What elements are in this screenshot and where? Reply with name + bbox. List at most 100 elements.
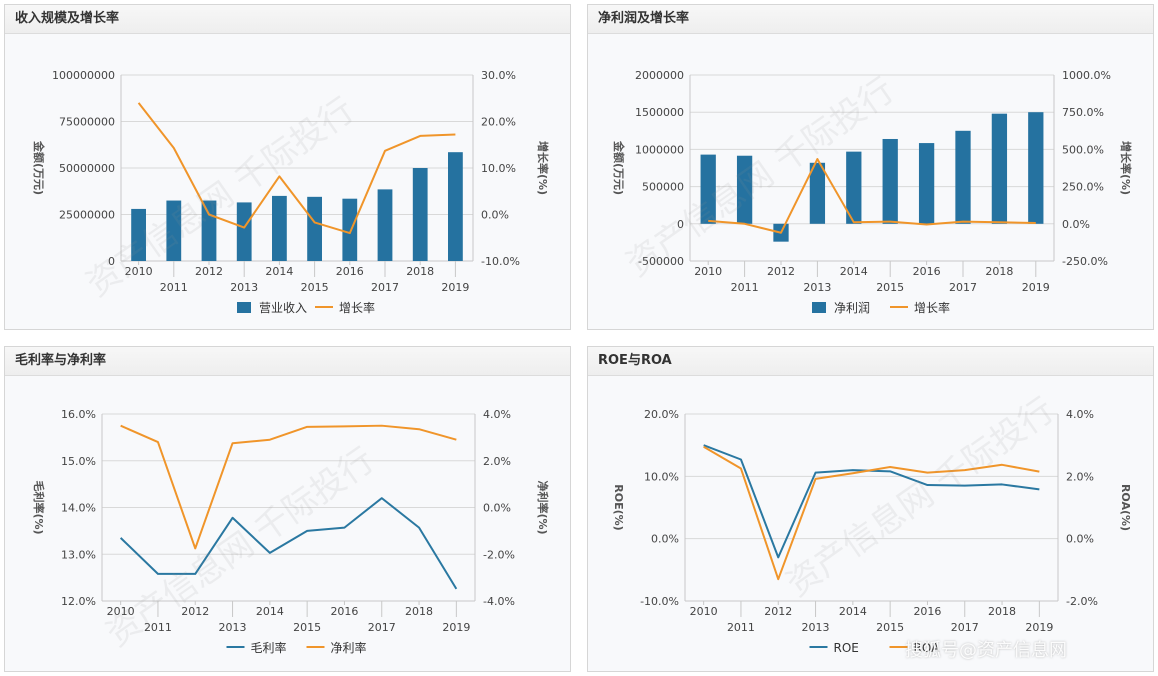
x-tick-label: 2018 <box>988 605 1016 618</box>
bar <box>166 200 182 261</box>
x-tick-label: 2010 <box>690 605 718 618</box>
y-tick-label: 1500000 <box>635 106 684 119</box>
legend-label: 增长率 <box>339 300 375 315</box>
y-tick-label: 75000000 <box>59 116 115 129</box>
y-tick-label: 12.0% <box>61 595 96 608</box>
x-tick-label: 2012 <box>764 605 792 618</box>
y-tick-label: 500000 <box>642 181 684 194</box>
y-tick-label: 16.0% <box>61 408 96 421</box>
bar <box>377 189 393 261</box>
y-tick-label: 14.0% <box>61 502 96 515</box>
x-tick-label: 2011 <box>144 621 172 634</box>
panel-revenue: 收入规模及增长率 0 25000000 50000000 75000000 100000… <box>4 4 571 330</box>
x-tick-label: 2015 <box>301 281 329 294</box>
y-tick-label: 25000000 <box>59 209 115 222</box>
y2-tick-label: -2.0% <box>483 548 515 561</box>
x-tick-label: 2013 <box>219 621 247 634</box>
legend-label: ROA <box>914 641 941 655</box>
bar <box>991 113 1008 224</box>
bar <box>882 138 898 224</box>
panel-net-profit: 净利润及增长率 -500000 0 500000 1000000 1500000 2000… <box>587 4 1154 330</box>
x-tick-label: 2014 <box>256 605 284 618</box>
x-tick-label: 2016 <box>336 265 364 278</box>
watermark-footer: 搜狐号@资产信息网 <box>905 640 1067 661</box>
x-tick-label: 2018 <box>985 265 1013 278</box>
bar <box>809 162 826 224</box>
y-axis-title: 金额(万元) <box>32 140 46 195</box>
legend-swatch <box>812 302 826 313</box>
x-tick-label: 2012 <box>181 605 209 618</box>
x-tick-label: 2012 <box>767 265 795 278</box>
x-tick-label: 2014 <box>265 265 293 278</box>
x-tick-label: 2019 <box>441 281 469 294</box>
x-tick-label: 2010 <box>694 265 722 278</box>
y2-axis-title: 净利率(%) <box>536 480 550 534</box>
revenue-chart: 0 25000000 50000000 75000000 100000000 -10.0%… <box>32 69 550 315</box>
bar <box>846 151 862 224</box>
y2-tick-label: -250.0% <box>1062 255 1108 268</box>
legend-swatch <box>237 302 251 313</box>
bar <box>342 198 358 261</box>
x-tick-label: 2013 <box>802 621 830 634</box>
y-tick-label: -500000 <box>638 255 684 268</box>
y2-axis-title: 增长率(%) <box>536 141 550 195</box>
x-tick-label: 2015 <box>876 281 904 294</box>
y2-axis-title: 增长率(%) <box>1119 141 1133 195</box>
y-tick-label: 50000000 <box>59 162 115 175</box>
bar <box>955 130 971 224</box>
x-tick-label: 2015 <box>293 621 321 634</box>
bar <box>236 202 252 261</box>
x-tick-label: 2011 <box>727 621 755 634</box>
x-tick-label: 2016 <box>913 605 941 618</box>
panel-title: ROE与ROA <box>588 347 1153 376</box>
y-axis-title: ROE(%) <box>612 484 625 530</box>
x-tick-label: 2010 <box>107 605 135 618</box>
y-axis-title: 毛利率(%) <box>32 480 46 534</box>
y-tick-label: 15.0% <box>61 455 96 468</box>
y2-tick-label: 2.0% <box>483 455 511 468</box>
bar <box>201 200 217 261</box>
x-tick-label: 2019 <box>442 621 470 634</box>
y-tick-label: -10.0% <box>640 595 679 608</box>
bar <box>1028 112 1044 224</box>
bar <box>700 154 716 224</box>
x-tick-label: 2010 <box>125 265 153 278</box>
y2-tick-label: 1000.0% <box>1062 69 1111 82</box>
x-tick-label: 2012 <box>195 265 223 278</box>
y-tick-label: 0 <box>677 218 684 231</box>
y2-tick-label: 250.0% <box>1062 181 1104 194</box>
y2-tick-label: 30.0% <box>481 69 516 82</box>
bar <box>131 208 146 261</box>
x-tick-label: 2017 <box>368 621 396 634</box>
panel-margins: 毛利率与净利率 12.0% 13.0% 14.0% 15.0% 16.0% -4.0% -2… <box>4 346 571 672</box>
x-tick-label: 2018 <box>405 605 433 618</box>
x-tick-label: 2014 <box>840 265 868 278</box>
y-axis-title: 金额(万元) <box>612 140 626 195</box>
x-tick-label: 2017 <box>949 281 977 294</box>
x-tick-label: 2017 <box>951 621 979 634</box>
series-line <box>120 424 457 550</box>
y-tick-label: 2000000 <box>635 69 684 82</box>
x-tick-label: 2014 <box>839 605 867 618</box>
bar <box>448 152 463 261</box>
x-tick-label: 2016 <box>330 605 358 618</box>
series-line <box>703 444 1040 559</box>
bar <box>272 195 287 261</box>
y2-tick-label: 750.0% <box>1062 106 1104 119</box>
y-tick-label: 0.0% <box>651 533 679 546</box>
x-tick-label: 2016 <box>913 265 941 278</box>
series-line <box>119 497 458 590</box>
bar <box>412 168 428 261</box>
legend-label: 毛利率 <box>251 640 287 655</box>
legend-label: 净利率 <box>331 640 367 655</box>
legend-label: 净利润 <box>834 301 870 315</box>
x-tick-label: 2017 <box>371 281 399 294</box>
y2-tick-label: 0.0% <box>483 502 511 515</box>
y-tick-label: 1000000 <box>635 143 684 156</box>
y2-tick-label: 20.0% <box>481 116 516 129</box>
y2-tick-label: 500.0% <box>1062 143 1104 156</box>
y2-tick-label: 4.0% <box>1066 408 1094 421</box>
x-tick-label: 2019 <box>1025 621 1053 634</box>
y2-tick-label: -10.0% <box>481 255 520 268</box>
x-tick-label: 2018 <box>406 265 434 278</box>
